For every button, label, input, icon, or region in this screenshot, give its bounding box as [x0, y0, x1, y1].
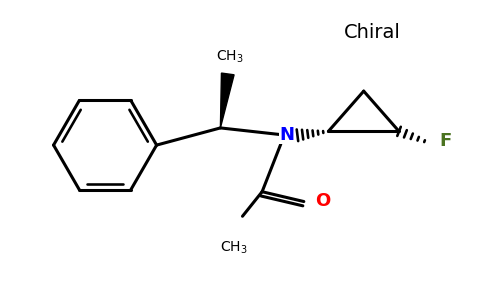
- Text: N: N: [279, 126, 294, 144]
- Text: CH$_3$: CH$_3$: [216, 49, 244, 65]
- Text: Chiral: Chiral: [344, 23, 401, 42]
- Polygon shape: [220, 73, 234, 128]
- Text: O: O: [315, 191, 330, 209]
- Text: F: F: [440, 132, 452, 150]
- Text: CH$_3$: CH$_3$: [220, 240, 247, 256]
